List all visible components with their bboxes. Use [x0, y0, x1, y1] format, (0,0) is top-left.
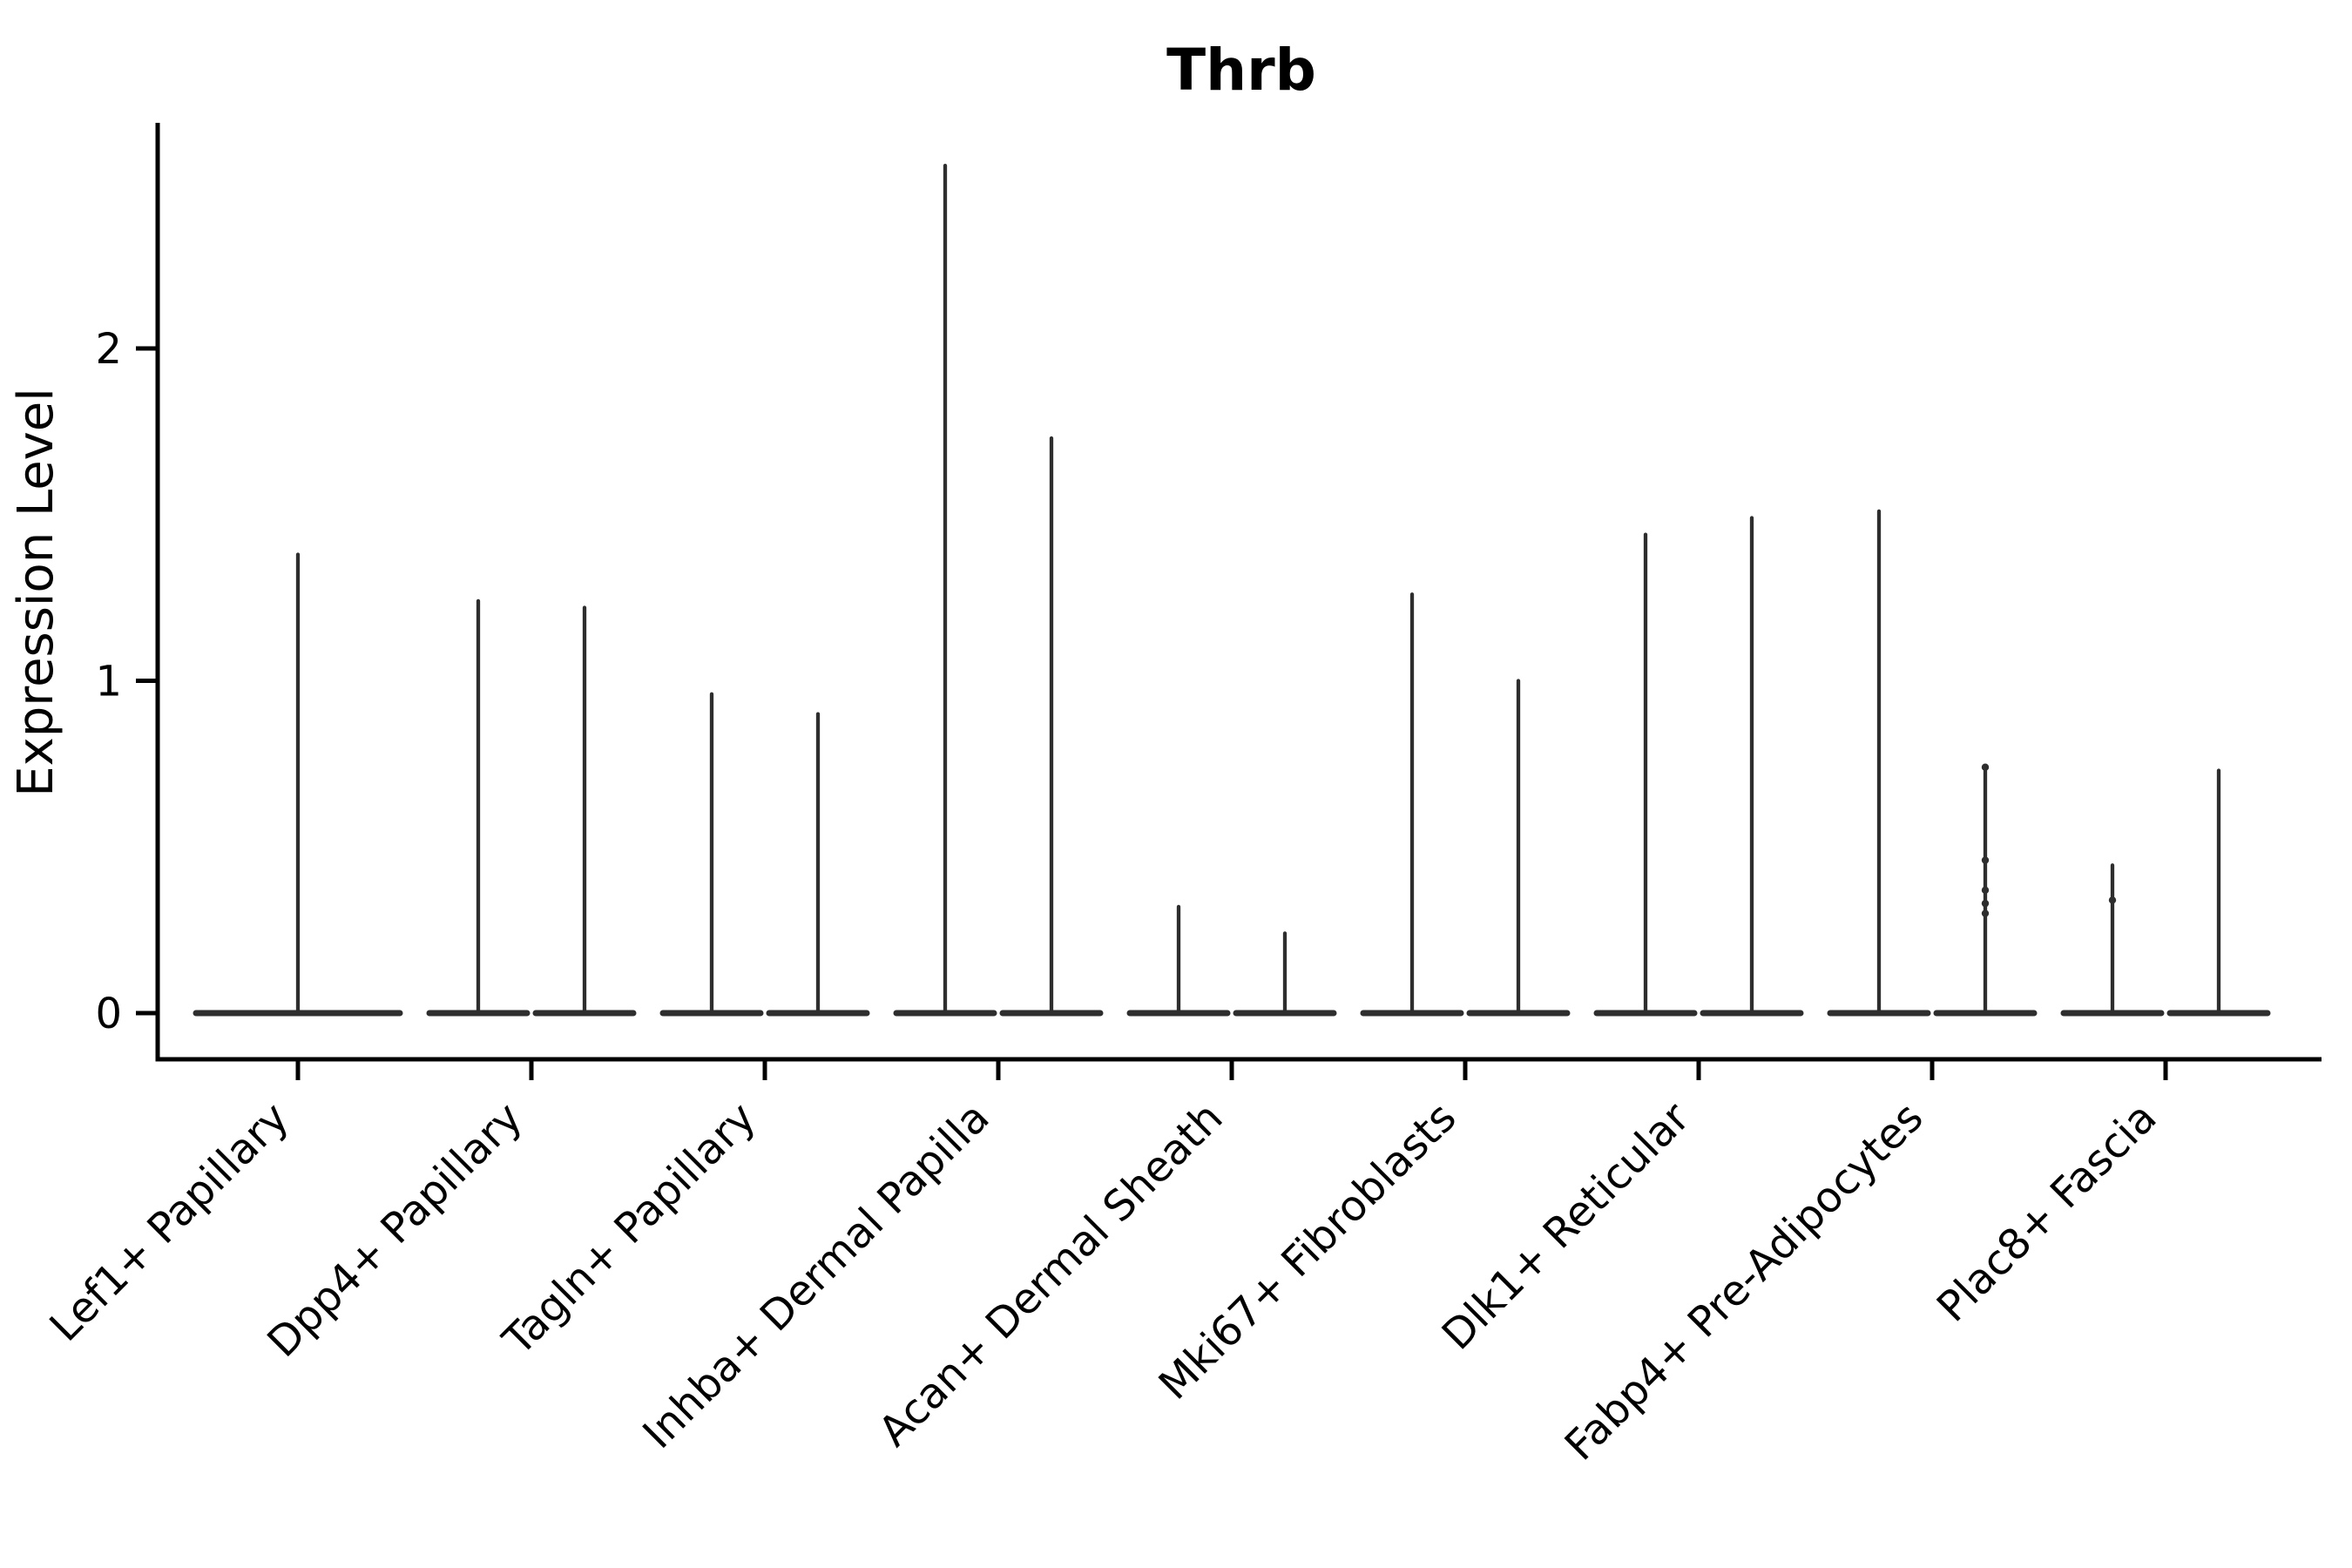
y-axis-ticks: 0 1 2 [95, 325, 156, 1038]
violin-point [1981, 886, 1990, 895]
violin-group [193, 552, 403, 1017]
violin-point [1981, 909, 1990, 917]
violin-group [893, 164, 1104, 1017]
violin-point [1981, 856, 1990, 864]
violin-group [426, 598, 637, 1017]
violin-point [1981, 899, 1990, 908]
y-tick-label: 0 [95, 990, 122, 1038]
y-tick-label: 1 [95, 658, 122, 706]
violin-group [1593, 516, 1804, 1017]
x-tick-label: Dpp4+ Papillary [258, 1093, 531, 1367]
violin-group [2060, 768, 2271, 1017]
violin-group [1827, 509, 2038, 1017]
x-tick-label: Dlk1+ Reticular [1433, 1093, 1700, 1360]
violin-group [659, 692, 870, 1017]
y-tick-label: 2 [95, 325, 122, 374]
violin-group [1360, 592, 1571, 1017]
x-tick-label: Lef1+ Papillary [41, 1093, 299, 1351]
violins-layer [193, 164, 2271, 1017]
violin-group [1126, 904, 1337, 1017]
chart-title: Thrb [1166, 37, 1316, 104]
violin-point [2108, 896, 2117, 904]
x-tick-label: Plac8+ Fascia [1928, 1093, 2166, 1332]
violin-point [1981, 763, 1990, 771]
x-tick-label: Tagln+ Papillary [493, 1093, 765, 1365]
y-axis-label: Expression Level [8, 388, 64, 797]
